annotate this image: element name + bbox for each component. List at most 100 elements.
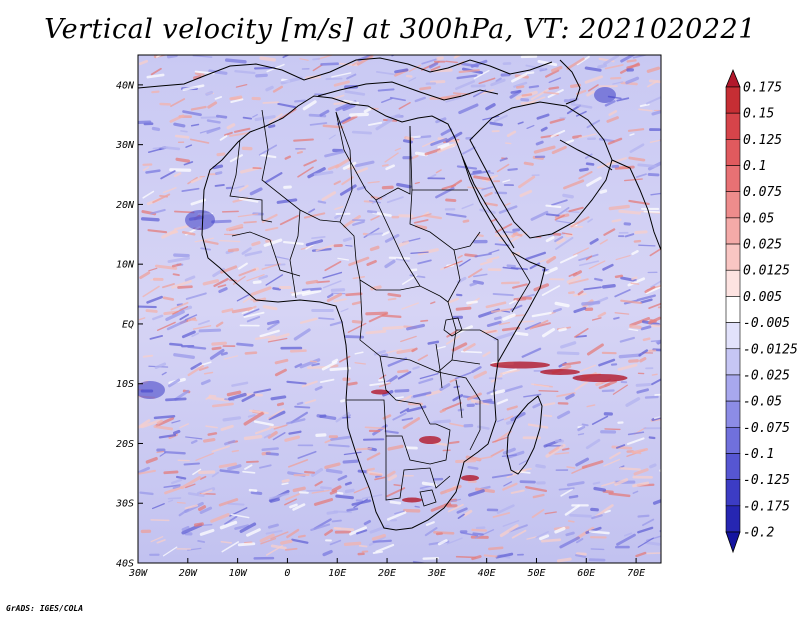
field-streak [659,139,661,142]
field-streak [187,492,205,498]
field-streak [503,385,523,393]
field-streak [445,60,458,64]
field-streak [242,295,254,303]
field-streak [591,415,609,425]
field-streak [598,358,616,367]
field-streak [650,192,661,196]
caspian-shore [559,59,581,105]
field-streak [626,63,641,69]
field-streak [190,176,203,184]
field-streak [316,280,330,284]
field-streak [602,489,614,494]
field-streak [466,300,478,305]
field-streak [299,317,318,324]
field-streak [172,273,180,277]
field-streak [558,327,567,332]
field-streak [247,305,257,312]
field-streak [261,263,281,271]
field-streak [518,175,536,189]
field-streak [616,444,626,449]
field-streak [324,462,341,470]
field-streak [474,529,495,539]
field-streak [568,206,584,213]
field-streak [540,126,548,132]
field-streak [545,204,562,209]
field-streak [503,481,513,487]
field-streak [657,306,661,309]
field-streak [342,237,353,242]
field-streak [303,212,326,219]
field-streak [138,59,149,66]
field-streak [331,72,352,78]
field-streak [198,366,209,371]
colorbar-band [725,322,741,350]
field-streak [565,139,575,144]
field-streak [266,545,283,556]
field-streak [388,256,411,260]
field-streak [297,450,317,459]
field-streak [212,164,224,170]
field-streak [498,321,511,326]
field-streak [617,363,638,371]
field-streak [386,348,402,354]
colorbar-label: -0.075 [743,421,790,436]
field-streak [272,287,281,291]
field-streak [370,215,380,221]
field-streak [231,449,239,453]
map-title: Vertical velocity [m/s] at 300hPa, VT: 2… [44,14,756,45]
field-streak [501,454,517,458]
field-streak [207,432,218,436]
field-streak [231,381,249,387]
field-streak [158,434,177,439]
field-streak [288,430,302,435]
field-streak [247,414,256,418]
field-streak [502,520,520,527]
colorbar-label: 0.05 [743,211,774,226]
field-streak [406,405,427,413]
field-streak [340,398,347,403]
field-streak [639,103,650,108]
field-streak [261,447,279,452]
field-streak [367,181,380,184]
field-streak [499,157,508,162]
field-streak [506,264,516,268]
field-streak [639,357,647,363]
field-streak [184,314,198,321]
field-streak [170,301,189,311]
field-streak [284,498,297,506]
field-streak [565,210,580,214]
field-streak [628,328,639,332]
field-streak [292,503,306,511]
field-streak [649,247,661,257]
field-streak [384,233,400,243]
field-streak [630,282,640,285]
border-line [346,399,451,465]
field-streak [496,418,505,423]
field-streak [378,378,385,382]
field-streak [581,460,604,469]
field-streak [414,96,426,103]
field-streak [382,390,394,397]
field-streak [324,260,342,272]
field-streak [609,451,621,460]
field-streak [539,68,548,72]
field-streak [230,98,244,104]
field-streak [594,504,614,518]
field-streak [267,430,278,439]
field-streak [265,85,274,92]
field-streak [379,374,387,380]
field-streak [485,103,496,111]
field-streak [474,487,495,494]
field-streak [533,283,549,292]
lon-tick-label: 60E [577,568,595,579]
colorbar-label: 0.0125 [743,264,790,279]
field-streak [294,99,306,103]
field-streak [345,414,351,418]
field-streak [333,80,350,87]
field-streak [153,425,174,431]
field-streak [175,157,191,163]
field-streak [545,213,560,217]
field-streak [410,251,429,254]
strong-ascent-area [572,374,628,382]
field-streak [185,144,193,148]
